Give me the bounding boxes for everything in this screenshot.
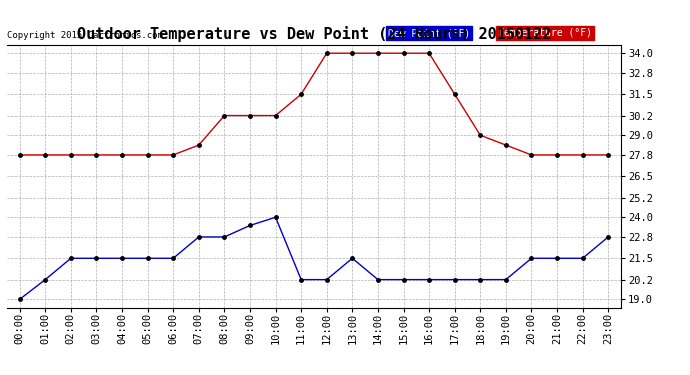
Text: Temperature (°F): Temperature (°F) <box>498 28 592 39</box>
Title: Outdoor Temperature vs Dew Point (24 Hours) 20150122: Outdoor Temperature vs Dew Point (24 Hou… <box>77 27 551 42</box>
Text: Copyright 2015 Cartronics.com: Copyright 2015 Cartronics.com <box>7 31 163 40</box>
Text: Dew Point (°F): Dew Point (°F) <box>388 28 470 39</box>
